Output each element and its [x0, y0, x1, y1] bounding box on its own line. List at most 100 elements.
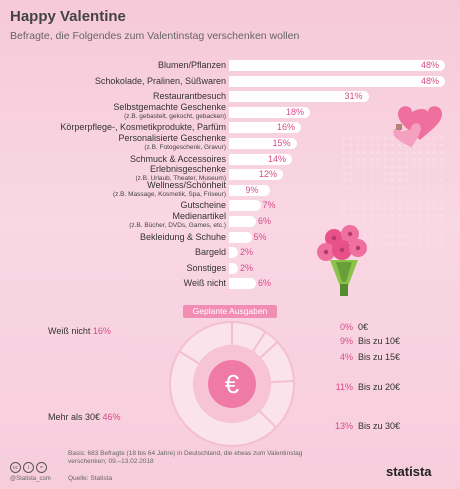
cc-icon: cc [10, 462, 21, 473]
chart-title: Happy Valentine [10, 8, 126, 25]
donut-chart: € [169, 320, 295, 447]
bar-label-text: Gutscheine [180, 200, 226, 211]
donut-category: Bis zu 10€ [358, 336, 401, 346]
donut-value: 0% [339, 322, 353, 332]
bar-label-text: Restaurantbesuch [152, 91, 226, 102]
bar-value-label: 5% [253, 231, 267, 242]
bar-label: Wellness/Schönheit (z.B. Massage, Kosmeti… [113, 180, 226, 200]
donut-title: Geplante Ausgaben [183, 305, 277, 318]
bar-label-text: Selbstgemachte Geschenke [113, 101, 226, 112]
bar-value-label: 18% [286, 106, 305, 117]
bar [229, 262, 238, 274]
donut-label: Mehr als 30€ 46% [48, 412, 121, 422]
donut-label: 13% Bis zu 30€ [335, 421, 406, 431]
bar-value-label: 7% [262, 200, 276, 211]
bar-label-note: (z.B. gebastelt, gekocht, gebacken) [124, 112, 226, 120]
donut-category: Weiß nicht [48, 326, 91, 336]
bar-label: Bekleidung & Schuhe [140, 232, 226, 242]
bar-label: Blumen/Pflanzen [158, 60, 226, 70]
bar-label: Erlebnisgeschenke (z.B. Urlaub, Theater, … [135, 164, 226, 184]
statista-logo[interactable]: statista [386, 464, 432, 479]
bar-label-text: Personalisierte Geschenke [118, 133, 226, 143]
bar-value-label: 14% [268, 153, 287, 164]
bar-label: Schmuck & Accessoires [130, 154, 226, 164]
bar-label-note: (z.B. Urlaub, Theater, Museum) [135, 175, 226, 183]
bar-label-text: Blumen/Pflanzen [157, 60, 226, 70]
footer-source: Quelle: Statista [68, 475, 113, 482]
chart-subtitle: Befragte, die Folgendes zum Valentinstag… [10, 30, 300, 42]
bar-label-note: (z.B. Fotogeschenk, Gravur) [144, 144, 226, 151]
bar [229, 91, 369, 103]
bar-value-label: 9% [245, 184, 259, 195]
no-derivatives-icon: = [36, 462, 47, 473]
bar [229, 231, 252, 243]
flower-bouquet-icon [317, 225, 367, 296]
donut-value: 46% [102, 412, 121, 422]
bar-label-text: Schokolade, Pralinen, Süßwaren [94, 75, 226, 86]
heart-gift-icon [393, 106, 442, 148]
bar-label: Weiß nicht [184, 278, 226, 288]
bar-label-text: Medienartikel [172, 211, 226, 221]
bar-value-label: 2% [240, 247, 254, 258]
bar-label: Schokolade, Pralinen, Süßwaren [95, 76, 226, 86]
donut-value: 4% [339, 352, 353, 362]
bar-value-label: 6% [258, 278, 272, 289]
bar-label: Personalisierte Geschenke (z.B. Fotogesch… [118, 133, 226, 153]
bar [229, 60, 445, 71]
bar-label: Sonstiges [186, 263, 226, 273]
donut-label: 11% Bis zu 20€ [336, 382, 406, 392]
bar [229, 106, 310, 118]
bar [229, 75, 445, 87]
bar-label-note: (z.B. Bücher, DVDs, Games, etc.) [129, 222, 226, 229]
donut-category: Bis zu 30€ [358, 421, 401, 431]
donut-label: Weiß nicht 16% [48, 326, 111, 336]
donut-category: Bis zu 15€ [358, 352, 401, 362]
bar-label-text: Körperpflege-, Kosmetikprodukte, Parfüm [60, 122, 226, 133]
bar [229, 247, 238, 259]
donut-category: 0€ [358, 322, 369, 332]
bar-label-text: Erlebnisgeschenke [149, 164, 226, 175]
bar-label-text: Sonstiges [186, 262, 226, 273]
bar-label: Bargeld [195, 247, 226, 257]
euro-symbol: € [225, 369, 240, 399]
bar-value-label: 2% [240, 262, 254, 273]
donut-label: 0% 0€ [340, 322, 406, 332]
bar-value-label: 6% [258, 216, 272, 226]
bar-label-note: (z.B. Massage, Kosmetik, Spa, Friseur) [112, 190, 226, 198]
donut-category: Mehr als 30€ [48, 412, 101, 422]
bar-label-text: Wellness/Schönheit [147, 179, 226, 190]
bar-value-label: 31% [344, 91, 363, 102]
attribution-icon: i [23, 462, 34, 473]
bar-label: Restaurantbesuch [153, 91, 226, 101]
bar-label: Medienartikel (z.B. Bücher, DVDs, Games, … [129, 211, 226, 231]
bar [229, 200, 261, 212]
license-icons: cc i = [10, 462, 47, 473]
donut-slice [177, 320, 233, 366]
euro-icon [208, 360, 256, 408]
donut-category: Bis zu 20€ [358, 382, 401, 392]
donut-value: 13% [334, 421, 353, 431]
donut-value: 9% [339, 336, 353, 346]
footer-basis: Basis: 683 Befragte (18 bis 64 Jahre) in… [68, 450, 303, 465]
donut-value: 11% [335, 382, 353, 392]
bar [229, 153, 292, 165]
bar-value-label: 15% [272, 138, 291, 148]
bar [229, 184, 270, 196]
bar-label-text: Bargeld [194, 247, 226, 258]
bar [229, 216, 256, 227]
donut-label: 9% Bis zu 10€ [340, 336, 406, 346]
bar [229, 122, 301, 134]
credit-handle: @Statista_com [10, 476, 51, 482]
bar-value-label: 12% [259, 169, 278, 180]
bar [229, 138, 297, 149]
bar [229, 169, 283, 181]
bar-value-label: 48% [421, 60, 440, 70]
bar-label: Gutscheine [180, 200, 226, 210]
bar-label-text: Bekleidung & Schuhe [139, 231, 226, 242]
bar-label-text: Schmuck & Accessoires [129, 153, 226, 164]
bar [229, 278, 256, 290]
bar-value-label: 16% [277, 122, 296, 133]
bar-label: Selbstgemachte Geschenke (z.B. gebastelt,… [113, 102, 226, 122]
bar-label-text: Weiß nicht [183, 278, 226, 289]
